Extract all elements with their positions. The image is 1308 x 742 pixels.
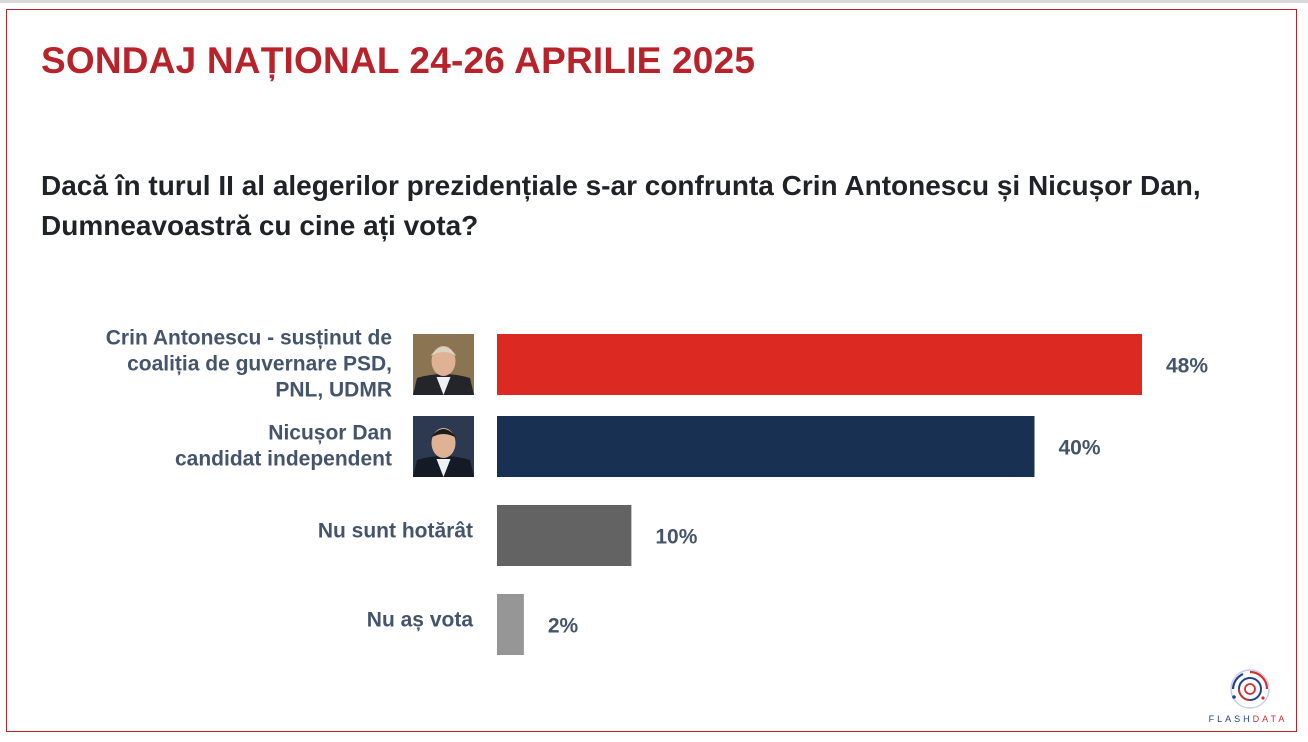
bar-row: 2% Nu aș vota	[367, 594, 579, 655]
page-title: SONDAJ NAȚIONAL 24-26 APRILIE 2025	[41, 40, 756, 81]
bar	[497, 594, 524, 655]
candidate-photo-antonescu	[413, 334, 474, 395]
bar-row: 48% Crin Antonescu - susținut de coaliția …	[106, 327, 1209, 402]
bar	[497, 416, 1035, 477]
data-label: 40%	[1059, 437, 1101, 460]
swirl-logo-icon	[1230, 669, 1270, 709]
flashdata-logo: FLASHDATA	[1200, 666, 1296, 728]
slide-frame	[6, 9, 1297, 732]
survey-question: Dacă în turul II al alegerilor prezidenț…	[41, 170, 1201, 241]
top-border-line	[0, 0, 1308, 3]
category-label: Nu aș vota	[367, 609, 474, 632]
category-label: Nicușor Dan candidat independent	[175, 422, 392, 471]
bar-row: 10% Nu sunt hotărât	[318, 505, 698, 566]
category-label: Crin Antonescu - susținut de coaliția de …	[106, 327, 392, 402]
logo-wordmark: FLASHDATA	[1208, 714, 1288, 724]
bar	[497, 334, 1142, 395]
data-label: 2%	[548, 615, 579, 638]
data-label: 48%	[1166, 355, 1208, 378]
bar-row: 40% Nicușor Dan candidat independent	[175, 416, 1101, 477]
category-label: Nu sunt hotărât	[318, 520, 473, 543]
bar	[497, 505, 632, 566]
candidate-photo-dan	[413, 416, 474, 477]
data-label: 10%	[655, 526, 697, 549]
